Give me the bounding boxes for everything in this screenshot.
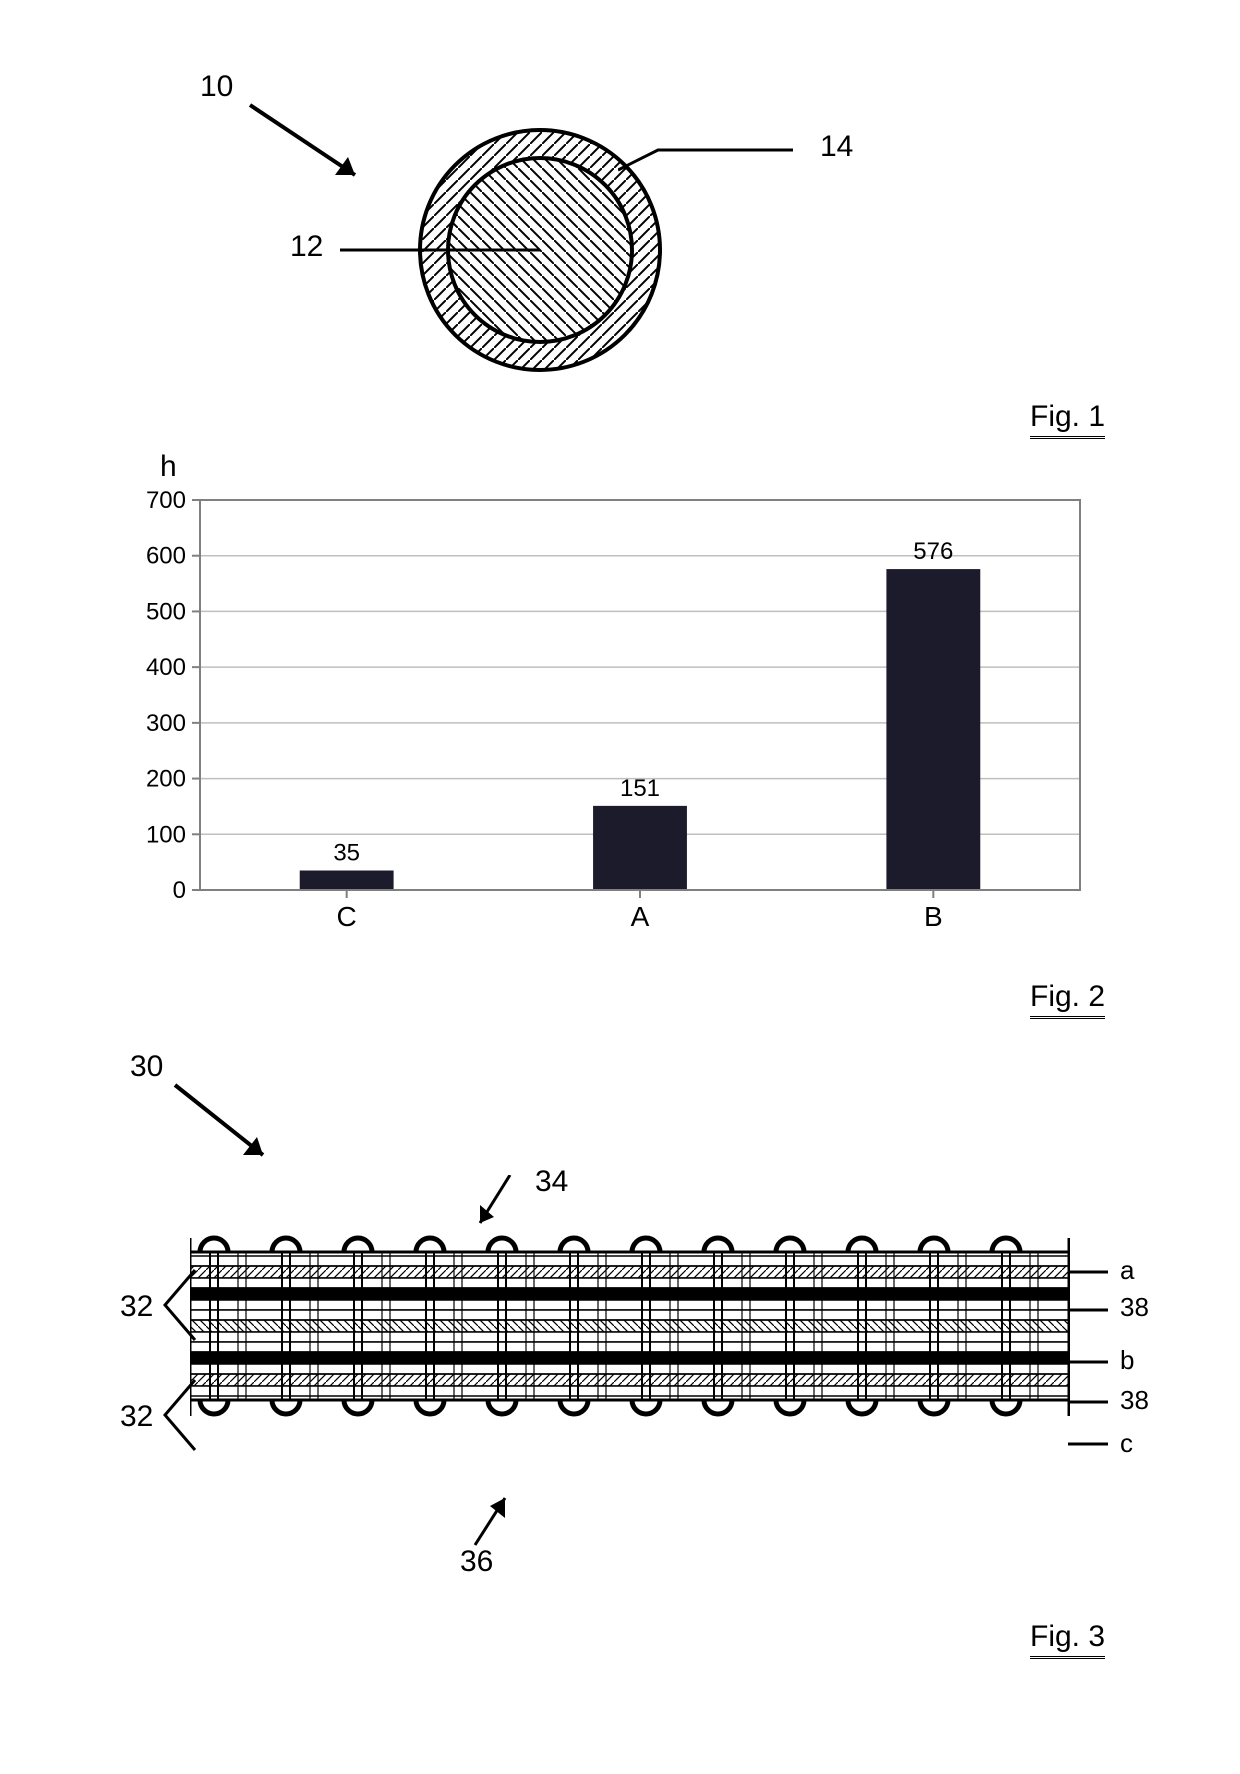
fig3-arrow-30 — [165, 1075, 285, 1175]
fig1-ref-10: 10 — [200, 70, 233, 104]
fig3-ref-32-bot: 32 — [120, 1400, 153, 1434]
fig3-ref-38-bot: 38 — [1120, 1385, 1149, 1416]
svg-text:A: A — [631, 901, 650, 932]
fig3-lead-c — [1068, 1442, 1108, 1446]
fig1-ref-14: 14 — [820, 130, 853, 164]
svg-text:B: B — [924, 901, 943, 932]
svg-text:151: 151 — [620, 775, 660, 802]
fig3-lead-a — [1068, 1270, 1108, 1274]
svg-text:500: 500 — [146, 598, 186, 625]
fig2-label: Fig. 2 — [1030, 980, 1105, 1019]
fig3-ref-38-top: 38 — [1120, 1292, 1149, 1323]
fig3-lead-b — [1068, 1360, 1108, 1364]
fig2-chart: 0 100 200 300 400 500 600 700 35 C 151 A 576 B — [100, 490, 1100, 940]
fig1-lead-12 — [340, 240, 540, 260]
fig1-label: Fig. 1 — [1030, 400, 1105, 439]
svg-text:0: 0 — [173, 877, 186, 904]
fig3-label-a: a — [1120, 1255, 1134, 1286]
svg-text:200: 200 — [146, 766, 186, 793]
fig3-brace-32-top — [160, 1265, 200, 1345]
svg-text:35: 35 — [333, 840, 360, 867]
fig3-ref-30: 30 — [130, 1050, 163, 1084]
fig3-ref-32-top: 32 — [120, 1290, 153, 1324]
svg-text:300: 300 — [146, 710, 186, 737]
svg-text:576: 576 — [913, 538, 953, 565]
fig3-lead-38t — [1068, 1308, 1108, 1312]
fig3-ref-36: 36 — [460, 1545, 493, 1579]
fig3-label-c: c — [1120, 1428, 1133, 1459]
svg-text:600: 600 — [146, 543, 186, 570]
svg-text:400: 400 — [146, 654, 186, 681]
fig3-arrow-36 — [470, 1490, 550, 1550]
svg-text:C: C — [337, 901, 357, 932]
fig3-ref-34: 34 — [535, 1165, 568, 1199]
svg-text:700: 700 — [146, 490, 186, 514]
fig3-brace-32-bot — [160, 1375, 200, 1455]
fig3-label-b: b — [1120, 1345, 1134, 1376]
fig1-lead-14 — [618, 145, 798, 195]
fig3-label: Fig. 3 — [1030, 1620, 1105, 1659]
fig2-ylabel: h — [160, 450, 177, 484]
fig1-arrow-10 — [240, 95, 380, 195]
fig3-fabric — [190, 1230, 1070, 1490]
fig3-lead-38b — [1068, 1400, 1108, 1404]
page: 10 — [0, 0, 1240, 1774]
svg-text:100: 100 — [146, 821, 186, 848]
fig1-ref-12: 12 — [290, 230, 323, 264]
